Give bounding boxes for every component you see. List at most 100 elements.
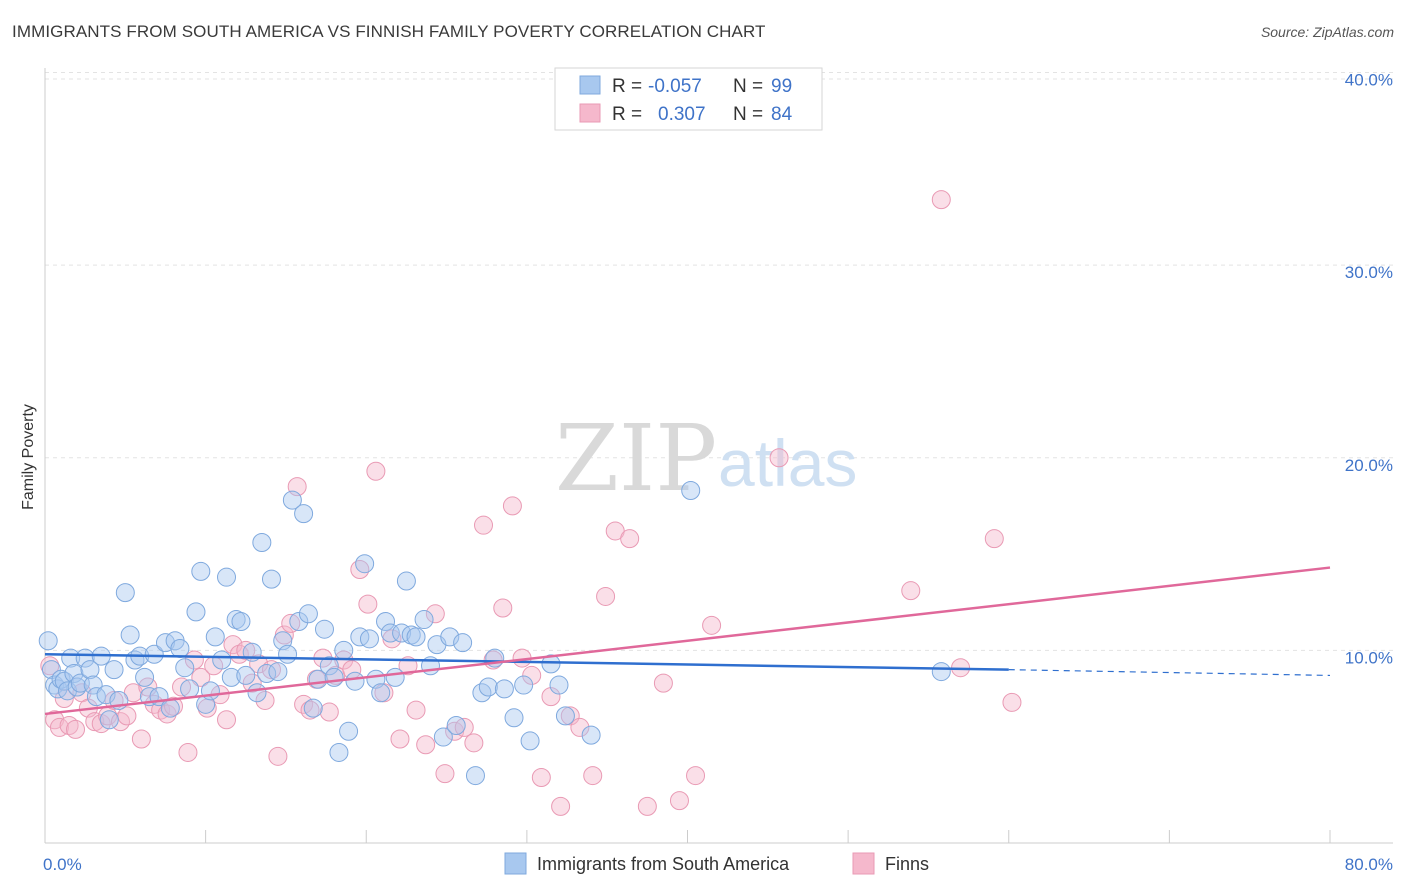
south-america-point: [494, 679, 514, 699]
y-tick-labels: 10.0% 20.0% 30.0% 40.0%: [1345, 71, 1393, 668]
south-america-point: [38, 631, 58, 651]
finns-point: [406, 700, 426, 720]
finns-point: [464, 733, 484, 753]
bottom-legend-swatch-blue: [504, 852, 527, 875]
south-america-point: [96, 685, 116, 705]
finns-point: [502, 496, 522, 516]
south-america-point: [86, 687, 106, 707]
south-america-point: [217, 567, 237, 587]
south-america-point: [380, 623, 400, 643]
south-america-point: [83, 675, 103, 695]
finns-point: [390, 729, 410, 749]
south-america-point: [345, 671, 365, 691]
finns-point: [66, 719, 86, 739]
south-america-point: [681, 481, 701, 501]
finns-point: [172, 677, 192, 697]
south-america-point: [115, 583, 135, 603]
finns-point: [769, 448, 789, 468]
finns-point: [242, 673, 262, 693]
south-america-trend-line: [44, 652, 1009, 671]
legend-r-label-1: R =: [612, 76, 642, 97]
finns-point: [620, 529, 640, 549]
south-america-point: [67, 677, 87, 697]
legend-swatch-blue: [579, 75, 601, 95]
legend-r-label-2: R =: [612, 104, 642, 125]
south-america-point: [355, 554, 375, 574]
south-america-point: [252, 533, 272, 553]
finns-point: [249, 654, 269, 674]
finns-point: [474, 515, 494, 535]
y-tick-label: 30.0%: [1345, 263, 1393, 282]
y-axis-label: Family Poverty: [20, 404, 37, 510]
watermark-zip: ZIP: [555, 405, 717, 512]
south-america-point: [200, 681, 220, 701]
finns-point: [531, 768, 551, 788]
south-america-point: [555, 706, 575, 726]
finns-points: [40, 190, 1022, 816]
south-america-point: [191, 561, 211, 581]
finns-point: [901, 581, 921, 601]
finns-point: [653, 673, 673, 693]
finns-point: [425, 604, 445, 624]
south-america-point: [41, 660, 61, 680]
south-america-point: [376, 611, 396, 631]
south-america-point: [396, 571, 416, 591]
south-america-point: [371, 683, 391, 703]
south-america-point: [329, 742, 349, 762]
finns-point: [217, 710, 237, 730]
finns-point: [551, 796, 571, 816]
south-america-point: [359, 629, 379, 649]
source-credit: Source: ZipAtlas.com: [1260, 24, 1394, 40]
finns-point: [49, 717, 69, 737]
series-legend: Immigrants from South America Finns: [504, 852, 929, 875]
south-america-point: [931, 662, 951, 682]
south-america-point: [120, 625, 140, 645]
south-america-point: [205, 627, 225, 647]
finns-point: [522, 665, 542, 685]
y-tick-label: 40.0%: [1345, 71, 1393, 90]
finns-point: [493, 598, 513, 618]
south-america-point: [289, 611, 309, 631]
south-america-point: [581, 725, 601, 745]
south-america-point: [514, 675, 534, 695]
south-america-point: [294, 504, 314, 524]
finns-point: [1002, 692, 1022, 712]
finns-point: [85, 712, 105, 732]
finns-point: [157, 704, 177, 724]
south-america-point: [180, 679, 200, 699]
south-america-point: [406, 627, 426, 647]
chart-title: IMMIGRANTS FROM SOUTH AMERICA VS FINNISH…: [12, 22, 766, 41]
south-america-point: [324, 667, 344, 687]
watermark-atlas: atlas: [718, 426, 857, 500]
south-america-point: [440, 627, 460, 647]
finns-point: [984, 529, 1004, 549]
south-america-point: [268, 662, 288, 682]
finns-point: [416, 735, 436, 755]
finns-point: [236, 640, 256, 660]
finns-point: [454, 717, 474, 737]
south-america-point: [175, 658, 195, 678]
south-america-point: [433, 727, 453, 747]
south-america-point: [247, 683, 267, 703]
x-tick-label-max: 80.0%: [1345, 855, 1393, 874]
finns-point: [702, 615, 722, 635]
finns-point: [358, 594, 378, 614]
south-america-point: [282, 490, 302, 510]
south-america-point: [392, 623, 412, 643]
finns-point: [54, 689, 74, 709]
finns-point: [268, 746, 288, 766]
south-america-points: [38, 481, 951, 786]
finns-point: [191, 667, 211, 687]
finns-point: [300, 700, 320, 720]
south-america-point: [414, 610, 434, 630]
south-america-point: [478, 677, 498, 697]
trend-lines: [44, 566, 1331, 716]
south-america-point: [99, 710, 119, 730]
correlation-legend: R = -0.057 N = 99 R = 0.307 N = 84: [554, 67, 823, 131]
south-america-point: [278, 644, 298, 664]
south-america-point: [314, 619, 334, 639]
south-america-point: [160, 698, 180, 718]
finns-point: [931, 190, 951, 210]
south-america-point: [144, 644, 164, 664]
